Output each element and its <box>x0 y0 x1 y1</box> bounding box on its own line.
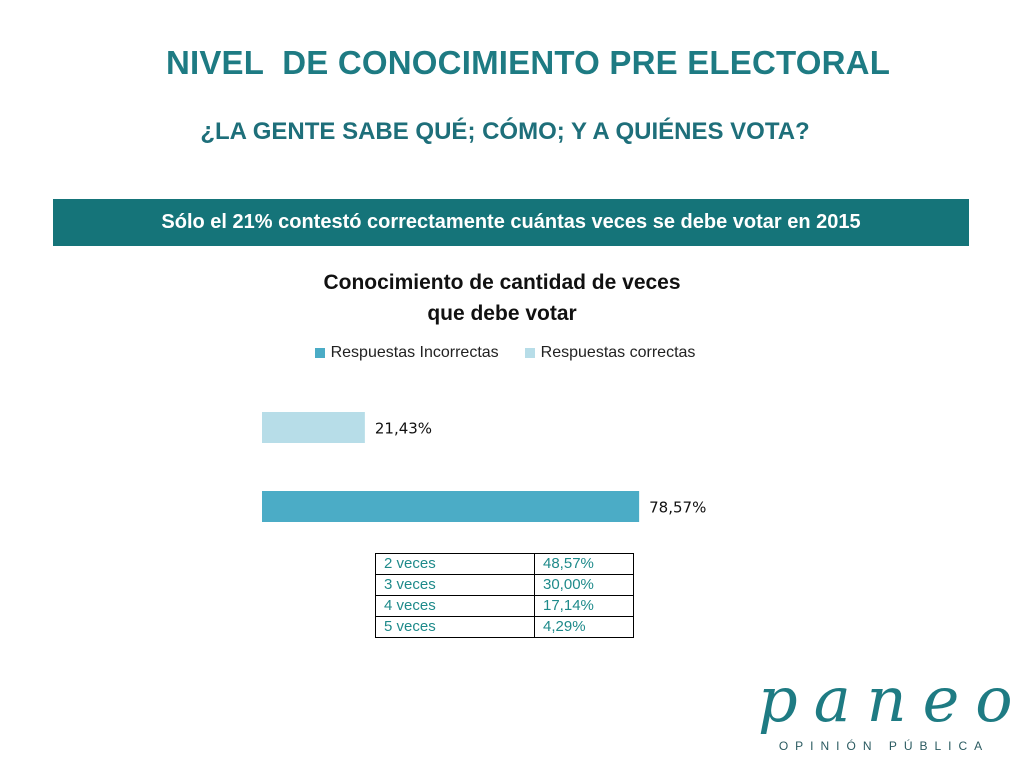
bar-incorrectas <box>262 491 640 522</box>
chart-legend: Respuestas Incorrectas Respuestas correc… <box>0 344 1010 362</box>
table-cell-value: 17,14% <box>534 595 634 617</box>
logo-wordmark: paneo <box>758 663 1024 736</box>
legend-item-correctas: Respuestas correctas <box>524 344 696 362</box>
legend-label-correctas: Respuestas correctas <box>540 344 696 361</box>
chart-title-line-2: que debe votar <box>427 302 577 325</box>
table-cell-label: 3 veces <box>375 574 535 596</box>
logo-tagline: OPINIÓN PÚBLICA <box>778 739 990 753</box>
legend-swatch-correctas <box>524 348 535 358</box>
chart-title: Conocimiento de cantidad de veces que de… <box>250 267 754 329</box>
page-subtitle: ¿LA GENTE SABE QUÉ; CÓMO; Y A QUIÉNES VO… <box>200 118 810 145</box>
table-cell-value: 4,29% <box>534 616 634 638</box>
table-row: 2 veces 48,57% <box>375 553 634 575</box>
table-row: 5 veces 4,29% <box>375 616 634 638</box>
paneo-logo: paneo OPINIÓN PÚBLICA <box>758 663 1024 754</box>
data-label-incorrectas: 78,57% <box>649 499 706 517</box>
table-row: 4 veces 17,14% <box>375 595 634 617</box>
table-cell-label: 2 veces <box>375 553 535 575</box>
bar-correctas <box>262 412 365 443</box>
chart-title-line-1: Conocimiento de cantidad de veces <box>323 271 681 294</box>
highlight-banner: Sólo el 21% contestó correctamente cuánt… <box>53 199 969 246</box>
legend-label-incorrectas: Respuestas Incorrectas <box>330 344 499 361</box>
table-cell-value: 30,00% <box>534 574 634 596</box>
table-cell-value: 48,57% <box>534 553 634 575</box>
legend-swatch-incorrectas <box>314 348 325 358</box>
table-cell-label: 4 veces <box>375 595 535 617</box>
data-label-correctas: 21,43% <box>375 420 432 438</box>
banner-text: Sólo el 21% contestó correctamente cuánt… <box>161 211 861 233</box>
table-row: 3 veces 30,00% <box>375 574 634 596</box>
bar-chart: 21,43% 78,57% <box>262 412 706 522</box>
page-title: NIVEL DE CONOCIMIENTO PRE ELECTORAL <box>165 44 891 81</box>
table-cell-label: 5 veces <box>375 616 535 638</box>
legend-item-incorrectas: Respuestas Incorrectas <box>314 344 499 362</box>
breakdown-table: 2 veces 48,57% 3 veces 30,00% 4 veces 17… <box>375 553 634 638</box>
